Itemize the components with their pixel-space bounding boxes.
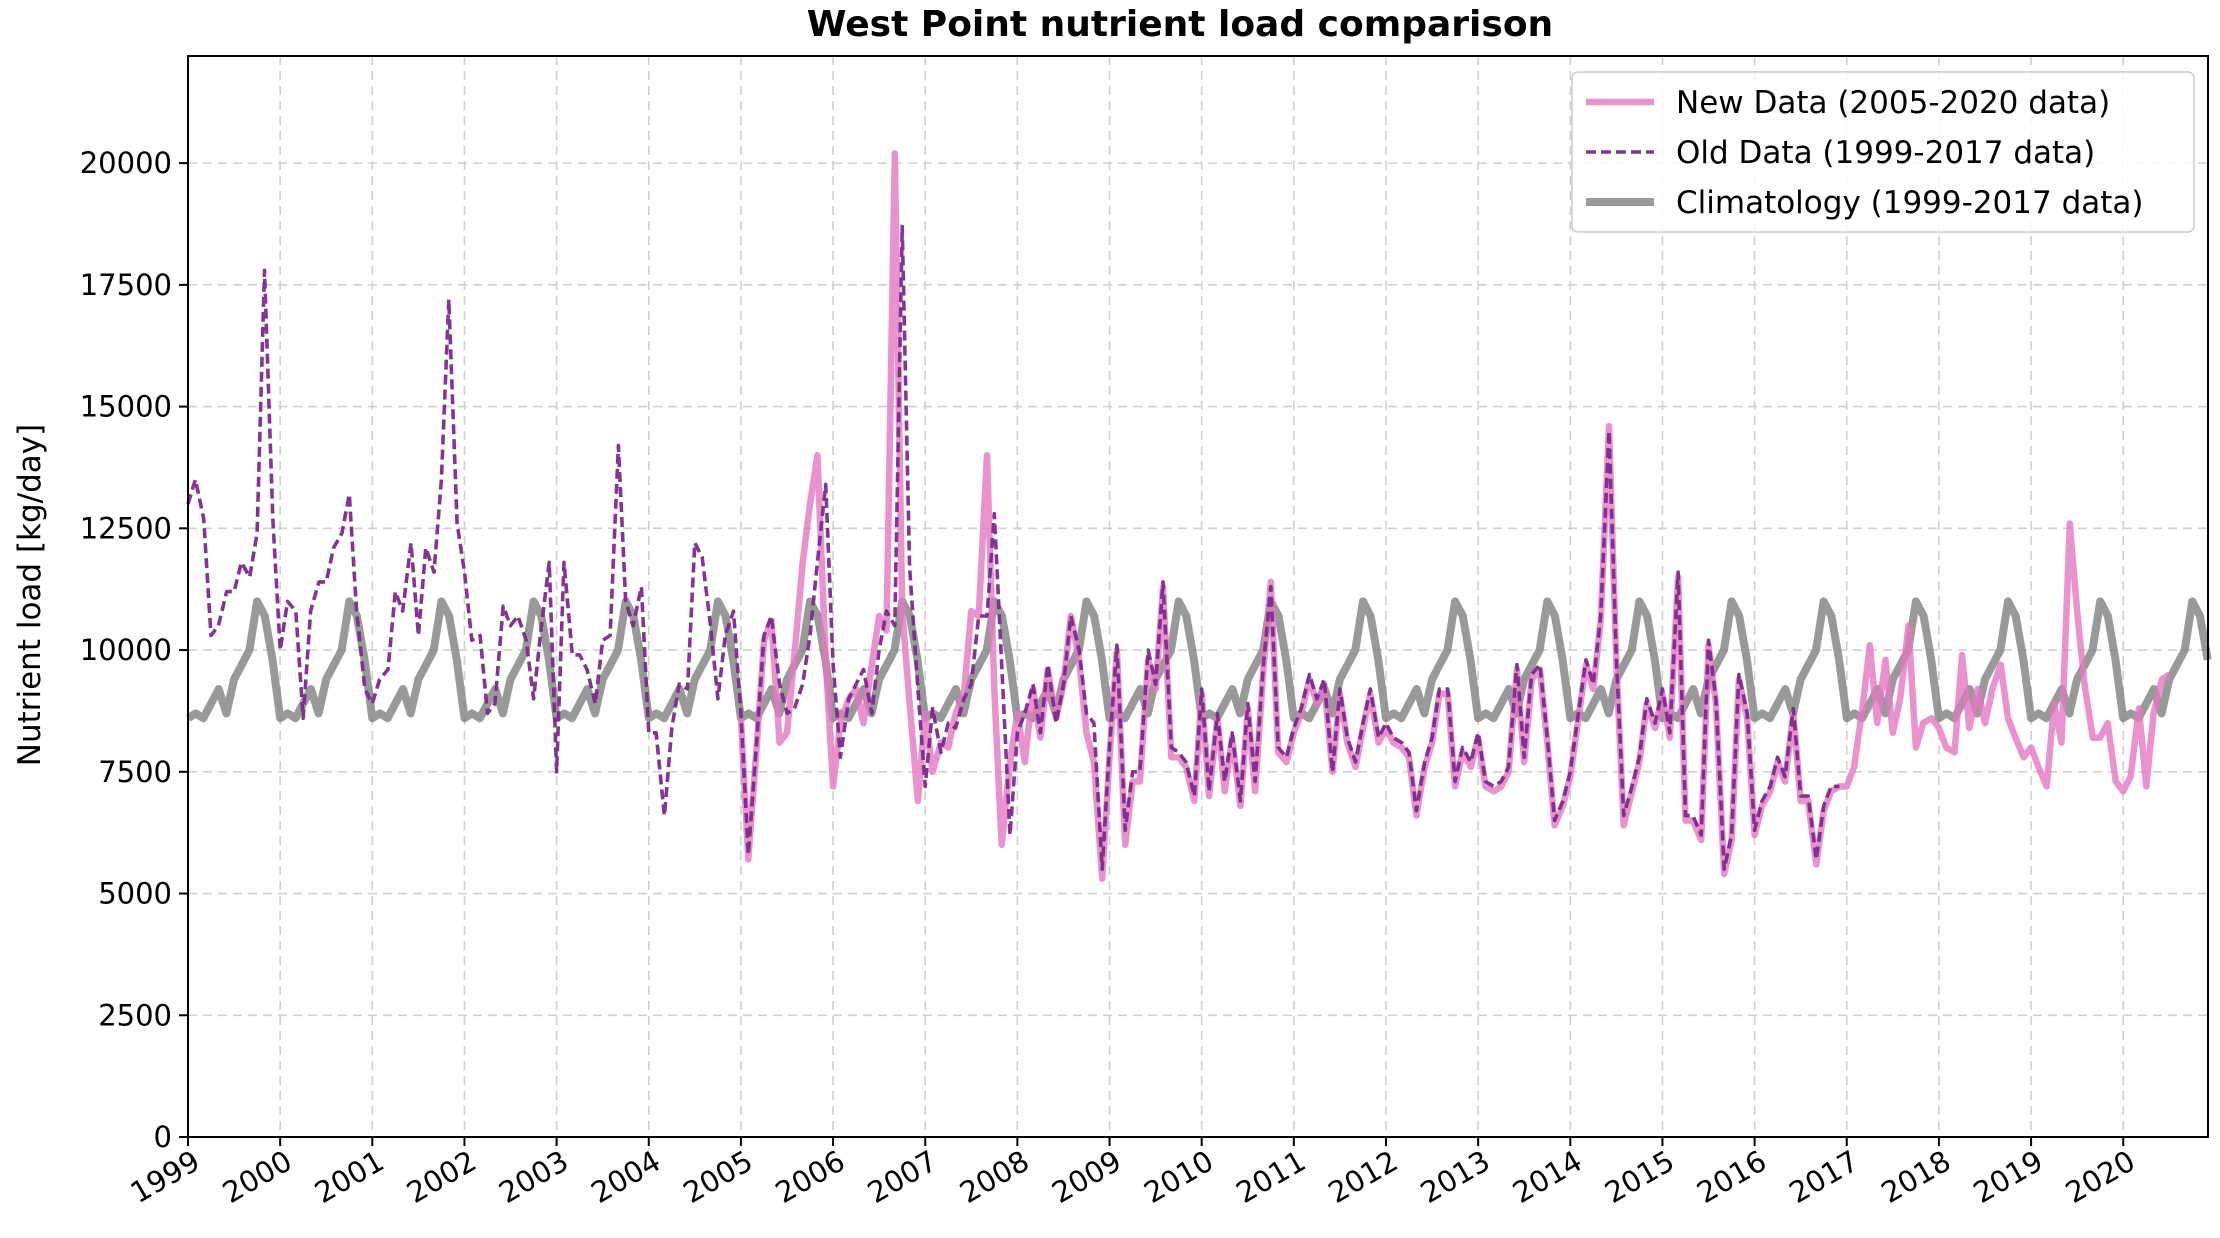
y-axis-label: Nutrient load [kg/day] [12, 424, 48, 766]
legend-label-1: Old Data (1999-2017 data) [1676, 135, 2095, 171]
y-tick-label-6: 15000 [80, 390, 172, 424]
chart-title: West Point nutrient load comparison [807, 4, 1553, 45]
y-tick-label-8: 20000 [80, 146, 172, 180]
legend-box [1571, 71, 2195, 233]
legend-label-2: Climatology (1999-2017 data) [1676, 185, 2143, 221]
plot-frame [187, 55, 2209, 1138]
y-tick-label-5: 12500 [80, 511, 172, 545]
legend-label-0: New Data (2005-2020 data) [1676, 85, 2110, 121]
grid-layer [188, 56, 2208, 1137]
y-tick-label-1: 2500 [98, 998, 172, 1032]
y-tick-label-3: 7500 [98, 755, 172, 789]
y-tick-label-0: 0 [154, 1120, 172, 1154]
series-layer [185, 150, 2212, 883]
y-tick-label-7: 17500 [80, 268, 172, 302]
y-tick-label-4: 10000 [80, 633, 172, 667]
legend: New Data (2005-2020 data) Old Data (1999-… [1571, 71, 2195, 233]
series-line-old-data [186, 224, 1840, 871]
series-line-climatology [185, 597, 2212, 723]
y-tick-label-2: 5000 [98, 877, 172, 911]
series-line-new-data [737, 150, 2172, 883]
